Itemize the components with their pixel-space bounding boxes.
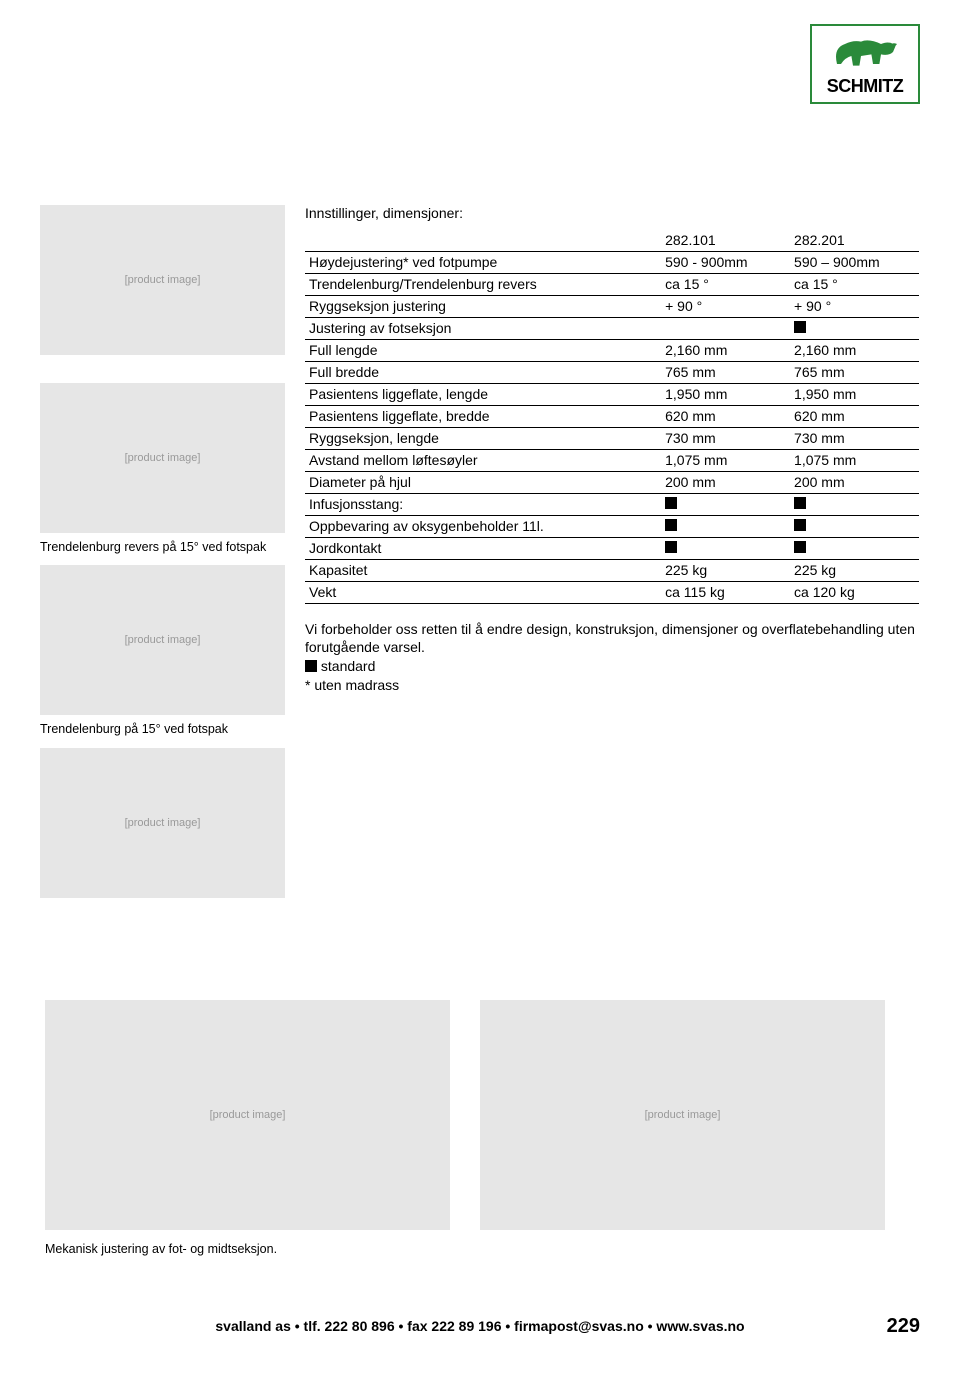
product-image-5: [product image] <box>45 1000 450 1230</box>
table-row: Full bredde765 mm765 mm <box>305 361 919 383</box>
table-cell: 765 mm <box>661 361 790 383</box>
product-image-2: [product image] <box>40 383 285 533</box>
caption-1: Trendelenburg revers på 15° ved fotspak <box>40 539 285 555</box>
product-image-4: [product image] <box>40 748 285 898</box>
table-header-row: 282.101282.201 <box>305 229 919 251</box>
table-row: Høydejustering* ved fotpumpe590 - 900mm5… <box>305 251 919 273</box>
left-image-column: [product image] [product image] Trendele… <box>40 205 285 904</box>
table-row: Diameter på hjul200 mm200 mm <box>305 471 919 493</box>
table-cell <box>305 229 661 251</box>
product-image-6: [product image] <box>480 1000 885 1230</box>
table-row: Pasientens liggeflate, lengde1,950 mm1,9… <box>305 383 919 405</box>
spec-table: 282.101282.201Høydejustering* ved fotpum… <box>305 229 919 604</box>
table-cell: Kapasitet <box>305 559 661 581</box>
table-cell: 282.201 <box>790 229 919 251</box>
table-cell: ca 15 ° <box>790 273 919 295</box>
table-cell: 590 – 900mm <box>790 251 919 273</box>
note-line1: Vi forbeholder oss retten til å endre de… <box>305 620 919 658</box>
table-row: Ryggseksjon justering+ 90 °+ 90 ° <box>305 295 919 317</box>
square-icon <box>794 541 806 553</box>
table-cell <box>790 537 919 559</box>
table-cell: Trendelenburg/Trendelenburg revers <box>305 273 661 295</box>
table-cell: Oppbevaring av oksygenbeholder 11l. <box>305 515 661 537</box>
table-row: Full lengde2,160 mm2,160 mm <box>305 339 919 361</box>
table-cell: 1,075 mm <box>661 449 790 471</box>
table-cell <box>661 537 790 559</box>
table-row: Trendelenburg/Trendelenburg reversca 15 … <box>305 273 919 295</box>
table-cell: 590 - 900mm <box>661 251 790 273</box>
table-row: Jordkontakt <box>305 537 919 559</box>
table-cell: 2,160 mm <box>661 339 790 361</box>
brand-logo: SCHMITZ <box>810 24 920 104</box>
table-cell: Avstand mellom løftesøyler <box>305 449 661 471</box>
page-footer: svalland as • tlf. 222 80 896 • fax 222 … <box>0 1318 960 1334</box>
table-cell: Diameter på hjul <box>305 471 661 493</box>
note-asterisk: * uten madrass <box>305 676 919 695</box>
bison-icon <box>825 32 905 76</box>
spec-title: Innstillinger, dimensjoner: <box>305 205 919 221</box>
table-cell: 282.101 <box>661 229 790 251</box>
table-cell: 1,950 mm <box>790 383 919 405</box>
table-cell: 730 mm <box>790 427 919 449</box>
bottom-caption: Mekanisk justering av fot- og midtseksjo… <box>45 1242 277 1256</box>
table-cell: 225 kg <box>790 559 919 581</box>
table-cell <box>790 317 919 339</box>
table-row: Justering av fotseksjon <box>305 317 919 339</box>
product-image-3: [product image] <box>40 565 285 715</box>
table-row: Kapasitet225 kg225 kg <box>305 559 919 581</box>
table-cell: 200 mm <box>661 471 790 493</box>
table-cell: 730 mm <box>661 427 790 449</box>
square-icon <box>305 660 317 672</box>
table-cell: Justering av fotseksjon <box>305 317 661 339</box>
bottom-image-row: [product image] [product image] <box>45 1000 885 1230</box>
spec-note: Vi forbeholder oss retten til å endre de… <box>305 620 919 696</box>
table-cell: Ryggseksjon, lengde <box>305 427 661 449</box>
caption-2: Trendelenburg på 15° ved fotspak <box>40 721 285 737</box>
square-icon <box>794 321 806 333</box>
table-row: Pasientens liggeflate, bredde620 mm620 m… <box>305 405 919 427</box>
table-cell: Pasientens liggeflate, lengde <box>305 383 661 405</box>
note-standard: standard <box>305 657 919 676</box>
table-cell: 765 mm <box>790 361 919 383</box>
table-cell: ca 15 ° <box>661 273 790 295</box>
table-cell <box>661 515 790 537</box>
table-row: Avstand mellom løftesøyler1,075 mm1,075 … <box>305 449 919 471</box>
table-cell: Jordkontakt <box>305 537 661 559</box>
table-cell: + 90 ° <box>790 295 919 317</box>
square-icon <box>665 497 677 509</box>
square-icon <box>794 497 806 509</box>
table-cell: 200 mm <box>790 471 919 493</box>
table-row: Vektca 115 kgca 120 kg <box>305 581 919 603</box>
table-cell <box>661 493 790 515</box>
table-row: Ryggseksjon, lengde730 mm730 mm <box>305 427 919 449</box>
table-cell: 1,950 mm <box>661 383 790 405</box>
table-cell: + 90 ° <box>661 295 790 317</box>
table-cell <box>661 317 790 339</box>
table-row: Infusjonsstang: <box>305 493 919 515</box>
table-cell: 620 mm <box>661 405 790 427</box>
table-cell: 1,075 mm <box>790 449 919 471</box>
table-cell: ca 115 kg <box>661 581 790 603</box>
table-cell <box>790 493 919 515</box>
square-icon <box>665 519 677 531</box>
table-cell: Full bredde <box>305 361 661 383</box>
table-cell: Ryggseksjon justering <box>305 295 661 317</box>
page-number: 229 <box>887 1315 920 1338</box>
table-cell: ca 120 kg <box>790 581 919 603</box>
spec-section: Innstillinger, dimensjoner: 282.101282.2… <box>305 205 919 695</box>
table-cell: 620 mm <box>790 405 919 427</box>
table-cell: Full lengde <box>305 339 661 361</box>
square-icon <box>794 519 806 531</box>
table-cell: Infusjonsstang: <box>305 493 661 515</box>
table-row: Oppbevaring av oksygenbeholder 11l. <box>305 515 919 537</box>
table-cell <box>790 515 919 537</box>
table-cell: Vekt <box>305 581 661 603</box>
product-image-1: [product image] <box>40 205 285 355</box>
table-cell: Pasientens liggeflate, bredde <box>305 405 661 427</box>
square-icon <box>665 541 677 553</box>
brand-name: SCHMITZ <box>827 76 904 97</box>
table-cell: Høydejustering* ved fotpumpe <box>305 251 661 273</box>
table-cell: 2,160 mm <box>790 339 919 361</box>
table-cell: 225 kg <box>661 559 790 581</box>
